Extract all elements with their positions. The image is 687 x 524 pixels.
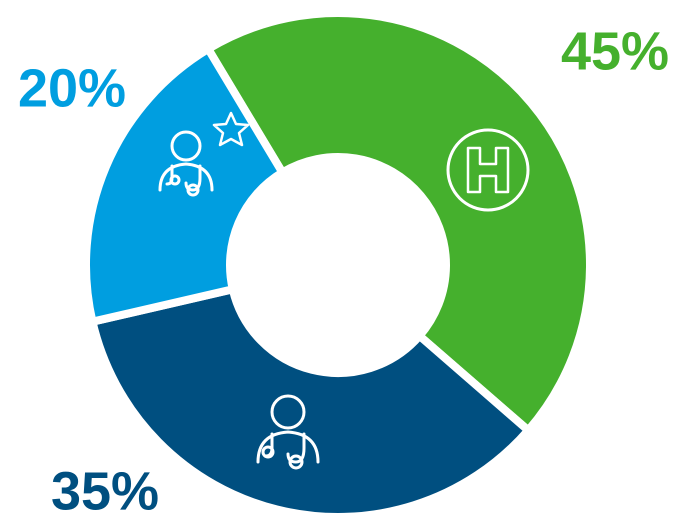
- labels: 45% 35% 20%: [18, 21, 669, 521]
- donut-slice: [202, 9, 594, 436]
- value-label: 45%: [561, 21, 669, 81]
- slices: [82, 9, 594, 521]
- specialist-icon: [158, 111, 250, 197]
- icons: [158, 111, 530, 470]
- value-label: 35%: [51, 461, 159, 521]
- value-label: 20%: [18, 58, 126, 118]
- hospital-icon: [446, 128, 530, 212]
- donut-slice: [87, 284, 534, 521]
- doctor-icon: [256, 394, 320, 470]
